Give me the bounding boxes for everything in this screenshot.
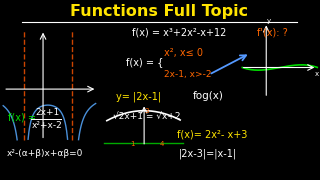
Text: x²-(α+β)x+αβ=0: x²-(α+β)x+αβ=0: [6, 149, 83, 158]
Text: |2x-3|=|x-1|: |2x-3|=|x-1|: [179, 149, 237, 159]
Text: √2x+1 = √x+2: √2x+1 = √x+2: [113, 112, 181, 121]
Text: 1: 1: [130, 141, 135, 147]
Text: f(x)= 2x²- x+3: f(x)= 2x²- x+3: [177, 129, 247, 139]
Text: 2x+1: 2x+1: [36, 108, 60, 117]
Text: f'(x): ?: f'(x): ?: [257, 27, 287, 37]
Text: x: x: [315, 71, 319, 77]
Text: 3: 3: [145, 108, 149, 114]
Text: f(x) = x³+2x²-x+12: f(x) = x³+2x²-x+12: [132, 27, 227, 37]
Text: x²+x-2: x²+x-2: [32, 122, 63, 130]
Text: y: y: [267, 18, 271, 24]
Text: fog(x): fog(x): [193, 91, 224, 101]
Text: Functions Full Topic: Functions Full Topic: [70, 4, 249, 19]
Text: 4: 4: [159, 141, 164, 147]
Text: f(x) = {: f(x) = {: [126, 57, 163, 67]
Text: 2x-1, x>-2: 2x-1, x>-2: [164, 70, 212, 79]
Text: y= |2x-1|: y= |2x-1|: [116, 91, 162, 102]
Text: f(x) =: f(x) =: [8, 113, 36, 123]
Text: x², x≤ 0: x², x≤ 0: [164, 48, 203, 58]
